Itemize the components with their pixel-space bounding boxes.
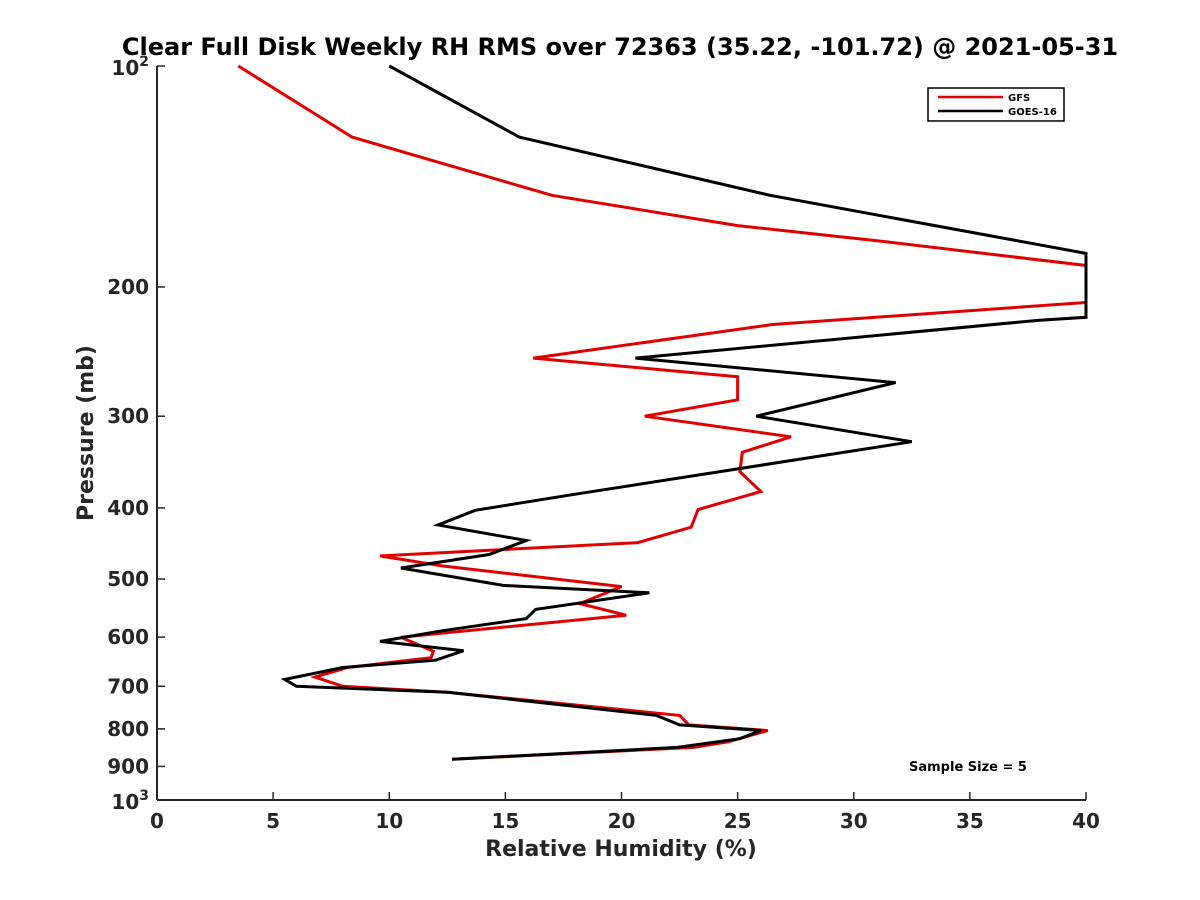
x-tick-label: 20	[608, 809, 636, 833]
series-layer	[237, 64, 1088, 761]
x-ticks: 0 5 10 15 20 25 30 35 40	[150, 792, 1100, 833]
series-line-goes16	[280, 64, 1088, 761]
x-tick-label: 15	[491, 809, 519, 833]
sample-size-annotation: Sample Size = 5	[909, 760, 1027, 775]
legend-label-goes16: GOES-16	[1008, 107, 1057, 118]
y-tick-exponent: 2	[139, 54, 149, 70]
y-tick-label-power: 102	[111, 54, 149, 80]
legend-label-gfs: GFS	[1008, 93, 1030, 104]
x-tick-label: 40	[1072, 809, 1100, 833]
x-axis-label: Relative Humidity (%)	[485, 837, 757, 862]
y-tick-label: 500	[107, 567, 149, 591]
legend-box	[927, 87, 1065, 122]
y-tick-base: 10	[111, 790, 139, 814]
y-tick-label: 900	[107, 754, 149, 778]
y-tick-label: 300	[107, 404, 149, 428]
y-tick-label-power: 103	[111, 788, 149, 814]
y-tick-exponent: 3	[139, 788, 149, 804]
x-tick-label: 30	[840, 809, 868, 833]
x-tick-label: 5	[266, 809, 280, 833]
legend: GFS GOES-16	[927, 87, 1065, 122]
x-tick-label: 35	[956, 809, 984, 833]
x-tick-label: 10	[375, 809, 403, 833]
y-tick-base: 10	[111, 56, 139, 80]
y-tick-label: 800	[107, 717, 149, 741]
chart-title: Clear Full Disk Weekly RH RMS over 72363…	[122, 33, 1118, 61]
y-tick-label: 200	[107, 275, 149, 299]
y-tick-label: 600	[107, 625, 149, 649]
x-tick-label: 25	[724, 809, 752, 833]
y-tick-label: 700	[107, 674, 149, 698]
y-tick-label: 400	[107, 496, 149, 520]
x-tick-label: 0	[150, 809, 164, 833]
y-axis-label: Pressure (mb)	[74, 345, 99, 521]
